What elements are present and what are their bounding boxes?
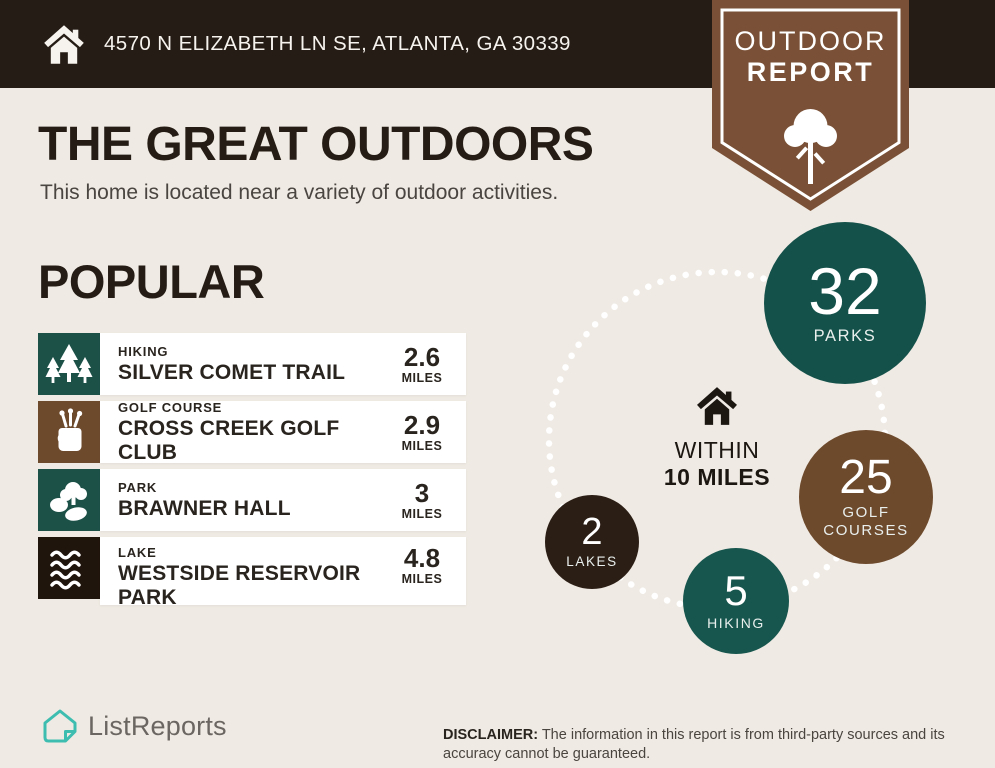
property-address: 4570 N ELIZABETH LN SE, ATLANTA, GA 3033… [104, 32, 571, 55]
item-name: CROSS CREEK GOLF CLUB [118, 416, 340, 464]
list-item-lake: LAKE WESTSIDE RESERVOIR PARK 4.8 MILES [38, 537, 466, 605]
page-title: THE GREAT OUTDOORS [38, 118, 594, 171]
brand-name: ListReports [88, 710, 227, 741]
list-item-park: PARK BRAWNER HALL 3 MILES [38, 469, 466, 531]
bubble-value: 2 [581, 510, 603, 553]
item-distance: 2.6 MILES [401, 341, 443, 385]
lake-waves-icon [38, 537, 100, 599]
bubble-label: GOLF COURSES [823, 504, 909, 539]
disclaimer-text: DISCLAIMER: The information in this repo… [443, 726, 945, 763]
list-card: HIKING SILVER COMET TRAIL 2.6 MILES [100, 333, 466, 395]
list-item-hiking: HIKING SILVER COMET TRAIL 2.6 MILES [38, 333, 466, 395]
park-trees-icon [38, 469, 100, 531]
bubble-golf-courses: 25 GOLF COURSES [799, 430, 933, 564]
radius-label-line2: 10 MILES [663, 464, 771, 490]
bubble-value: 25 [839, 450, 893, 504]
radius-center-label: WITHIN 10 MILES [642, 386, 792, 491]
pine-trees-icon [38, 333, 100, 395]
list-item-golf-course: GOLF COURSE CROSS CREEK GOLF CLUB 2.9 MI… [38, 399, 466, 464]
item-category: PARK [118, 479, 158, 495]
bubble-label: LAKES [566, 554, 618, 570]
item-distance: 2.9 MILES [401, 409, 443, 453]
listreports-logo: ListReports [42, 708, 227, 744]
badge-title-line1: OUTDOOR [734, 26, 887, 56]
item-distance: 4.8 MILES [401, 543, 443, 586]
badge-ribbon-shape [712, 0, 909, 211]
list-card: PARK BRAWNER HALL 3 MILES [100, 469, 466, 531]
bubble-lakes: 2 LAKES [545, 495, 639, 589]
item-category: LAKE [118, 545, 157, 560]
home-icon [697, 387, 737, 425]
bubble-value: 5 [724, 566, 748, 614]
item-distance: 3 MILES [401, 477, 443, 521]
disclaimer-label: DISCLAIMER: [443, 726, 539, 743]
tree-icon [784, 109, 837, 184]
bubble-hiking: 5 HIKING [683, 548, 789, 654]
item-category: HIKING [118, 343, 169, 359]
page-subtitle: This home is located near a variety of o… [40, 181, 559, 204]
item-name: WESTSIDE RESERVOIR PARK [118, 562, 361, 605]
bubble-parks: 32 PARKS [764, 222, 926, 384]
item-name: SILVER COMET TRAIL [118, 360, 346, 384]
listreports-house-icon [43, 709, 77, 743]
bubble-value: 32 [808, 253, 882, 328]
badge-title-line2: REPORT [746, 57, 875, 87]
list-card: GOLF COURSE CROSS CREEK GOLF CLUB 2.9 MI… [100, 399, 466, 464]
home-icon [44, 25, 84, 64]
item-name: BRAWNER HALL [118, 496, 291, 520]
list-card: LAKE WESTSIDE RESERVOIR PARK 4.8 MILES [100, 537, 466, 605]
radius-label-line1: WITHIN [674, 437, 760, 463]
bubble-label: HIKING [707, 614, 765, 631]
golf-bag-icon [38, 401, 100, 463]
outdoor-report-badge: OUTDOOR REPORT [712, 0, 909, 213]
popular-list: HIKING SILVER COMET TRAIL 2.6 MILES [38, 333, 466, 605]
bubble-label: PARKS [813, 326, 877, 345]
popular-section-heading: POPULAR [38, 255, 265, 308]
item-category: GOLF COURSE [118, 399, 223, 415]
